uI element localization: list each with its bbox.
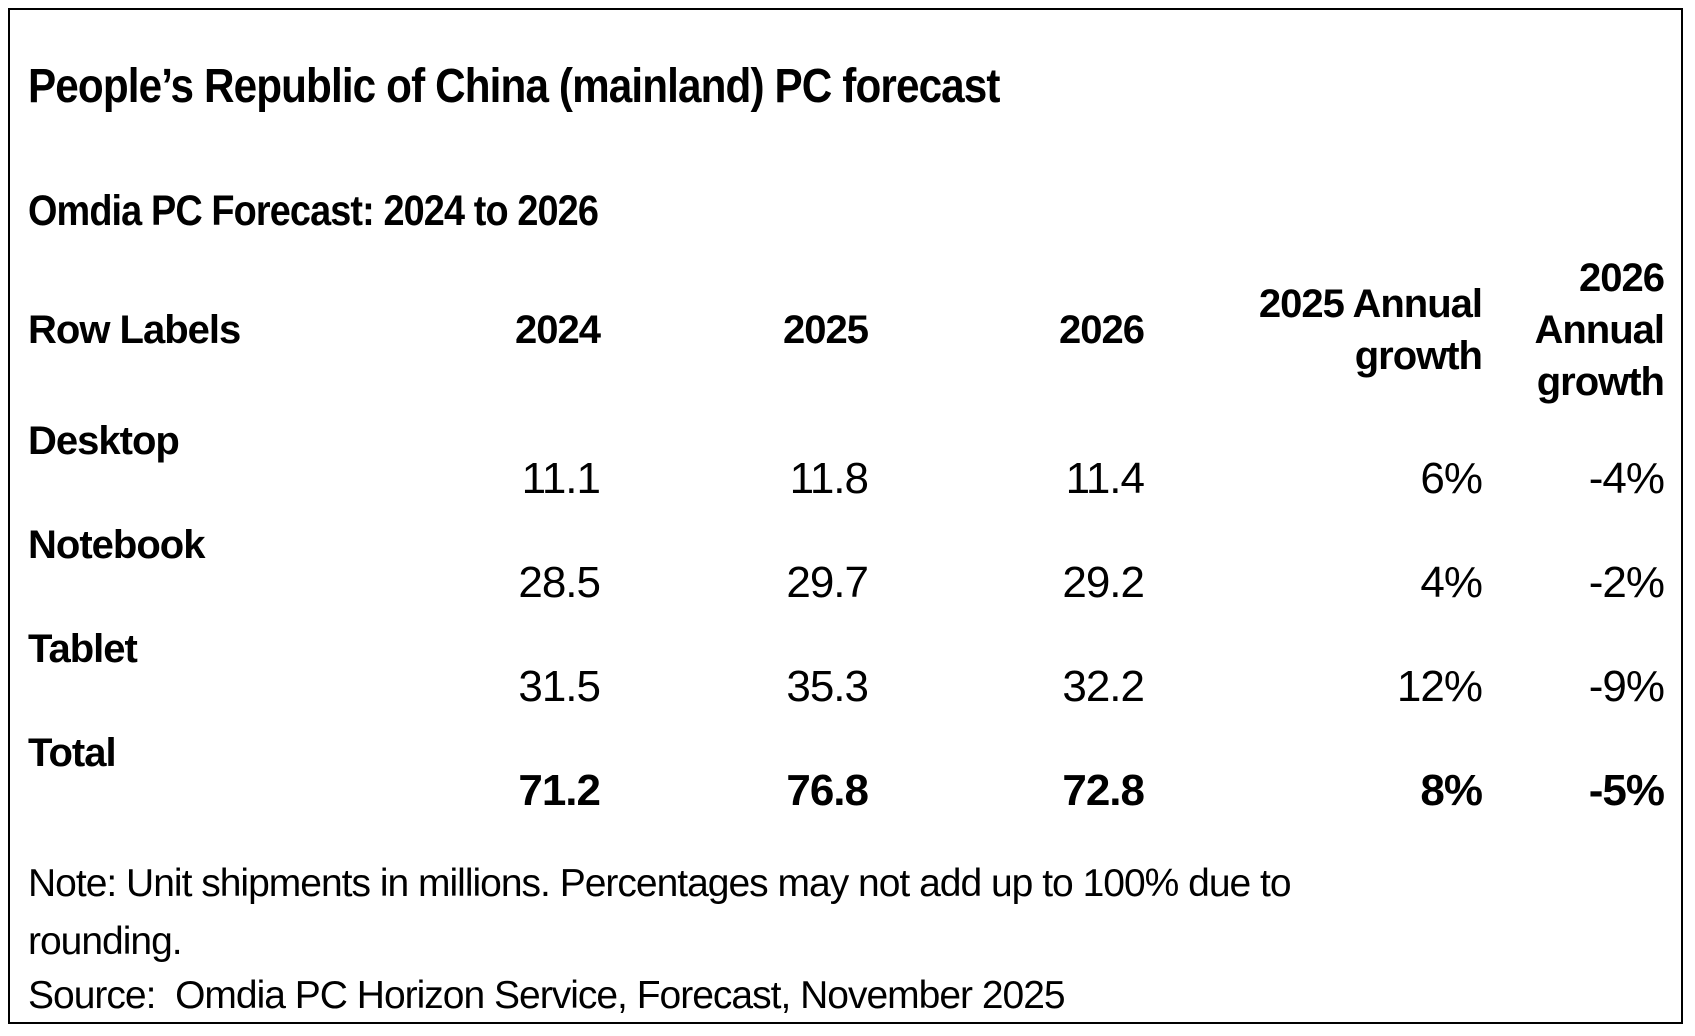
cell-notebook-2026: 29.2 bbox=[1062, 558, 1145, 607]
cell-total-2026: 72.8 bbox=[1062, 766, 1145, 815]
cell-notebook-2025-growth: 4% bbox=[1420, 558, 1483, 607]
page-title: People’s Republic of China (mainland) PC… bbox=[28, 60, 1000, 113]
column-header-2025-annual-growth: 2025 Annual growth bbox=[1258, 281, 1483, 378]
column-header-2026-annual-growth: 2026 Annual growth bbox=[1534, 255, 1665, 404]
cell-notebook-2024: 28.5 bbox=[518, 558, 601, 607]
cell-desktop-2025: 11.8 bbox=[789, 454, 869, 503]
cell-total-2024: 71.2 bbox=[518, 766, 601, 815]
cell-total-2026-growth: -5% bbox=[1588, 766, 1665, 815]
cell-tablet-2026-growth: -9% bbox=[1588, 662, 1665, 711]
cell-notebook-2025: 29.7 bbox=[786, 558, 869, 607]
cell-notebook-2026-growth: -2% bbox=[1588, 558, 1665, 607]
cell-tablet-2025-growth: 12% bbox=[1396, 662, 1483, 711]
row-label: Tablet bbox=[28, 627, 138, 671]
cell-tablet-2025: 35.3 bbox=[786, 662, 869, 711]
cell-desktop-2026-growth: -4% bbox=[1588, 454, 1665, 503]
cell-total-2025-growth: 8% bbox=[1420, 766, 1483, 815]
page-subtitle: Omdia PC Forecast: 2024 to 2026 bbox=[28, 187, 599, 235]
column-header-2025: 2025 bbox=[783, 307, 869, 352]
table-row-total: Total 71.2 76.8 72.8 8% -5% bbox=[28, 725, 1665, 829]
column-header-2024: 2024 bbox=[515, 307, 601, 352]
cell-desktop-2024: 11.1 bbox=[521, 454, 601, 503]
table-frame: People’s Republic of China (mainland) PC… bbox=[8, 8, 1683, 1024]
row-label: Total bbox=[28, 731, 117, 775]
column-header-row-labels: Row Labels bbox=[28, 307, 241, 352]
cell-tablet-2024: 31.5 bbox=[518, 662, 601, 711]
column-header-2026: 2026 bbox=[1059, 307, 1145, 352]
table-row-desktop: Desktop 11.1 11.8 11.4 6% -4% bbox=[28, 413, 1665, 517]
cell-desktop-2026: 11.4 bbox=[1065, 454, 1145, 503]
cell-desktop-2025-growth: 6% bbox=[1420, 454, 1483, 503]
row-label: Notebook bbox=[28, 523, 205, 567]
cell-tablet-2026: 32.2 bbox=[1062, 662, 1145, 711]
table-row-notebook: Notebook 28.5 29.7 29.2 4% -2% bbox=[28, 517, 1665, 621]
table-body: Desktop 11.1 11.8 11.4 6% -4% Notebook 2… bbox=[28, 413, 1665, 829]
cell-total-2025: 76.8 bbox=[786, 766, 869, 815]
row-label: Desktop bbox=[28, 419, 180, 463]
footnote: Note: Unit shipments in millions. Percen… bbox=[28, 862, 1292, 963]
table-row-tablet: Tablet 31.5 35.3 32.2 12% -9% bbox=[28, 621, 1665, 725]
source-line: Source: Omdia PC Horizon Service, Foreca… bbox=[28, 974, 1066, 1017]
table-header-row: Row Labels 2024 2025 2026 2025 Annual gr… bbox=[28, 246, 1665, 413]
